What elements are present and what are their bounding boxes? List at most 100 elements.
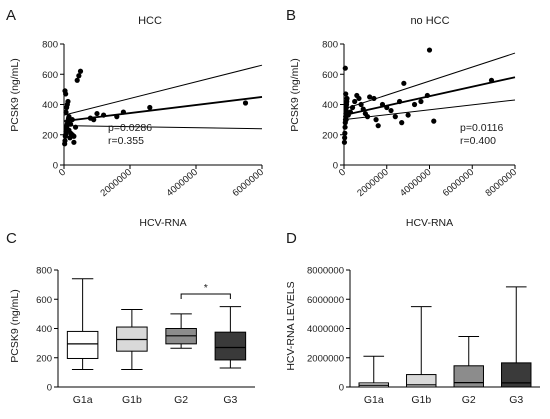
y-tick-label-C: 800 [36, 266, 52, 277]
data-point-B [379, 101, 386, 108]
x-tick-label-B: 0 [337, 167, 348, 179]
data-point-B [371, 95, 377, 102]
data-point-B [388, 107, 394, 114]
x-tick-label-B: 8000000 [484, 167, 519, 199]
y-tick-label-A: 0 [53, 161, 58, 172]
data-point-B [342, 130, 348, 136]
category-label-D: G1a [364, 394, 384, 406]
data-point-B [367, 94, 373, 100]
x-tick-label-A: 6000000 [231, 167, 266, 199]
category-label-C: G3 [223, 394, 237, 406]
panel-title-A: HCC [138, 15, 162, 27]
y-tick-label-A: 600 [42, 70, 58, 81]
data-point-A [76, 73, 82, 79]
x-tick-label-B: 6000000 [441, 167, 476, 199]
panel-label-B: B [286, 7, 296, 24]
x-axis-label-A: HCV-RNA [139, 217, 186, 229]
data-point-A [68, 121, 74, 127]
data-point-A [71, 139, 77, 145]
data-point-B [347, 109, 354, 115]
data-point-A [65, 98, 71, 105]
data-point-B [360, 106, 366, 112]
x-tick-label-A: 0 [57, 167, 68, 179]
y-tick-label-C: 0 [47, 383, 52, 394]
data-point-A [77, 68, 84, 74]
data-point-A [147, 104, 153, 111]
stat-annotation-A: r=0.355 [108, 135, 144, 147]
data-point-B [358, 101, 364, 108]
y-tick-label-D: 4000000 [307, 324, 344, 335]
y-tick-label-B: 200 [322, 130, 338, 141]
category-label-D: G2 [462, 394, 476, 406]
significance-bracket-C [180, 293, 231, 299]
stat-annotation-B: r=0.400 [460, 135, 496, 147]
x-tick-label-A: 4000000 [165, 167, 200, 199]
data-point-A [67, 135, 73, 141]
y-tick-label-A: 200 [42, 130, 58, 141]
y-tick-label-A: 400 [42, 100, 58, 111]
box-g3-C [214, 331, 247, 361]
data-point-B [488, 77, 495, 83]
data-point-A [71, 133, 77, 139]
data-point-B [342, 65, 348, 71]
data-point-B [343, 117, 349, 123]
y-tick-label-C: 400 [36, 324, 52, 335]
category-label-C: G1b [122, 394, 142, 406]
panel-title-B: no HCC [410, 15, 449, 27]
data-point-A [114, 114, 120, 120]
y-tick-label-D: 8000000 [307, 266, 344, 277]
significance-marker-C: * [204, 282, 208, 294]
y-tick-label-C: 200 [36, 353, 52, 364]
ci-lower-line-A [63, 125, 263, 130]
data-point-B [342, 124, 348, 130]
category-label-D: G1b [411, 394, 431, 406]
data-point-B [411, 101, 418, 108]
data-point-A [74, 77, 80, 83]
y-axis-label-B: PCSK9 (ng/mL) [289, 58, 301, 132]
y-tick-label-D: 2000000 [307, 353, 344, 364]
data-point-A [63, 109, 69, 115]
data-point-B [343, 91, 349, 97]
y-tick-label-B: 400 [322, 100, 338, 111]
data-point-B [352, 98, 358, 105]
x-tick-label-B: 4000000 [398, 167, 433, 199]
regression-line-A [63, 96, 263, 123]
data-point-B [344, 95, 350, 102]
y-tick-label-A: 800 [42, 40, 58, 51]
y-axis-label-A: PCSK9 (ng/mL) [9, 58, 21, 132]
x-axis-label-B: HCV-RNA [406, 217, 453, 229]
y-tick-label-D: 6000000 [307, 295, 344, 306]
data-point-B [392, 114, 398, 120]
panel-label-D: D [286, 230, 297, 247]
box-g2-D [453, 365, 484, 388]
data-point-B [405, 112, 411, 118]
x-tick-label-B: 2000000 [355, 167, 390, 199]
data-point-B [341, 139, 348, 145]
data-point-B [364, 114, 371, 120]
data-point-A [91, 117, 97, 123]
data-point-B [342, 135, 348, 141]
category-label-C: G1a [73, 394, 93, 406]
data-point-A [120, 109, 126, 115]
data-point-B [356, 95, 362, 102]
data-point-A [101, 112, 107, 118]
y-tick-label-B: 600 [322, 70, 338, 81]
y-axis-label-C: PCSK9 (ng/mL) [9, 289, 21, 363]
data-point-B [375, 123, 381, 129]
data-point-A [66, 114, 72, 120]
stat-annotation-A: p=0.0286 [108, 122, 152, 134]
data-point-A [242, 100, 249, 106]
data-point-A [62, 138, 68, 144]
data-point-A [72, 124, 79, 130]
data-point-B [424, 92, 430, 99]
data-point-B [431, 118, 437, 124]
stat-annotation-B: p=0.0116 [460, 122, 503, 134]
y-axis-label-D: HCV-RNA LEVELS [285, 281, 297, 370]
box-g1b-D [406, 374, 437, 388]
data-point-B [401, 80, 407, 86]
category-label-C: G2 [174, 394, 188, 406]
data-point-A [94, 110, 100, 117]
panel-label-A: A [6, 7, 16, 24]
data-point-B [349, 104, 356, 111]
